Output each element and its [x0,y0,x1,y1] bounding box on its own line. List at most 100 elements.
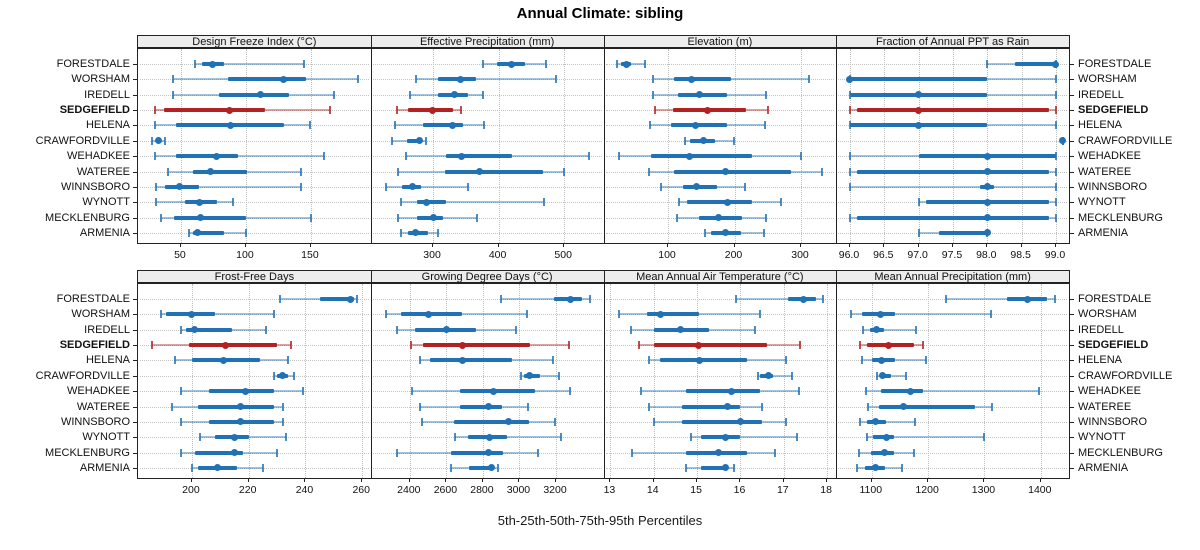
whisker-cap-high [497,463,500,472]
panel-strip: Mean Annual Air Temperature (°C) [604,271,837,282]
whisker-cap-low [756,371,759,380]
site-label-right: HELENA [1078,119,1123,132]
median-dot [226,121,234,129]
whisker-cap-low [859,417,862,426]
v-gridline [827,284,829,478]
whisker-cap-high [588,295,591,303]
site-label-left: HELENA [85,119,130,132]
whisker-cap-high [536,448,539,457]
axis-tick-label: 2800 [470,484,494,496]
site-label-right: ARMENIA [1078,226,1129,239]
axis-tick [652,478,654,482]
site-label-left: WATEREE [76,400,130,413]
whisker-cap-low [653,106,656,115]
axis-tick [432,243,434,247]
whisker-cap-low [153,106,156,115]
axis-tick [361,478,363,482]
panel-strip-title: Mean Annual Air Temperature (°C) [636,271,804,282]
whisker-cap-low [858,448,861,457]
whisker-cap-high [765,90,768,99]
whisker-cap-high [322,152,325,161]
median-dot [442,326,450,334]
median-dot [208,60,216,68]
whisker-cap-high [483,121,486,130]
iqr-bar [701,465,728,470]
median-dot [505,418,513,426]
whisker-cap-low [190,463,193,472]
row-tick-left [133,360,137,362]
whisker-cap-high [475,213,478,222]
v-gridline [668,49,669,243]
median-dot [700,137,708,145]
row-tick-right [1070,452,1074,454]
h-gridline [838,329,1067,331]
whisker-cap-high [982,433,985,442]
axis-tick-label: 2400 [397,484,421,496]
median-dot [256,91,264,99]
h-gridline [605,329,835,331]
h-gridline [140,156,369,158]
whisker-cap-low [155,198,158,207]
h-gridline [140,437,369,439]
whisker-cap-high [264,325,267,334]
median-dot [900,403,908,411]
panel-strip-title: Growing Degree Days (°C) [421,271,553,282]
iqr-bar [878,404,976,409]
median-dot [693,183,701,191]
median-dot [219,356,227,364]
whisker-cap-high [1054,121,1057,130]
site-label-left: IREDELL [84,323,130,336]
axis-tick-label: 50 [174,249,186,261]
whisker-cap-low [194,60,197,68]
iqr-bar [701,435,741,440]
whisker-cap-low [649,121,652,130]
site-label-right: MECKLENBURG [1078,211,1163,224]
median-dot [459,356,467,364]
whisker-cap-low [917,198,920,207]
h-gridline [372,217,602,219]
site-label-left: WYNOTT [82,196,130,209]
site-label-left: WEHADKEE [67,150,130,163]
whisker-cap-low [500,295,503,303]
median-dot [488,464,495,472]
whisker-cap-high [356,75,359,84]
median-dot [871,464,879,472]
median-dot [415,137,423,145]
site-label-left: MECKLENBURG [45,446,130,459]
median-dot [685,152,693,160]
panel-strip: Fraction of Annual PPT as Rain [836,36,1069,47]
whisker-cap-high [543,198,546,207]
whisker-cap-high [544,60,547,68]
axis-tick-label: 100 [658,249,676,261]
axis-tick [497,243,499,247]
whisker-cap-low [172,75,175,84]
whisker-cap-low [199,433,202,442]
site-label-right: WYNOTT [1078,431,1126,444]
site-label-left: IREDELL [84,88,130,101]
median-dot [872,418,880,426]
median-dot [176,183,184,191]
whisker-cap-high [1054,167,1057,176]
iqr-bar [227,77,306,82]
v-gridline [409,284,411,478]
iqr-bar [856,108,1050,113]
median-dot [882,433,890,441]
whisker-cap-low [159,310,162,319]
v-gridline [1040,284,1042,478]
panel-strip-title: Design Freeze Index (°C) [192,36,317,47]
axis-tick [244,243,246,247]
whisker-line [946,298,1056,300]
axis-tick-label: 1400 [1028,484,1052,496]
h-gridline [372,140,602,142]
whisker-cap-high [784,356,787,365]
iqr-bar [647,312,700,317]
whisker-cap-low [414,75,417,84]
iqr-bar [192,230,224,235]
whisker-cap-high [514,325,517,334]
whisker-cap-low [419,356,422,365]
row-tick-left [133,125,137,127]
whisker-cap-high [425,136,428,145]
whisker-cap-high [753,325,756,334]
panel-strip-row: Design Freeze Index (°C) Effective Precip… [137,35,1070,48]
whisker-line [160,313,275,316]
